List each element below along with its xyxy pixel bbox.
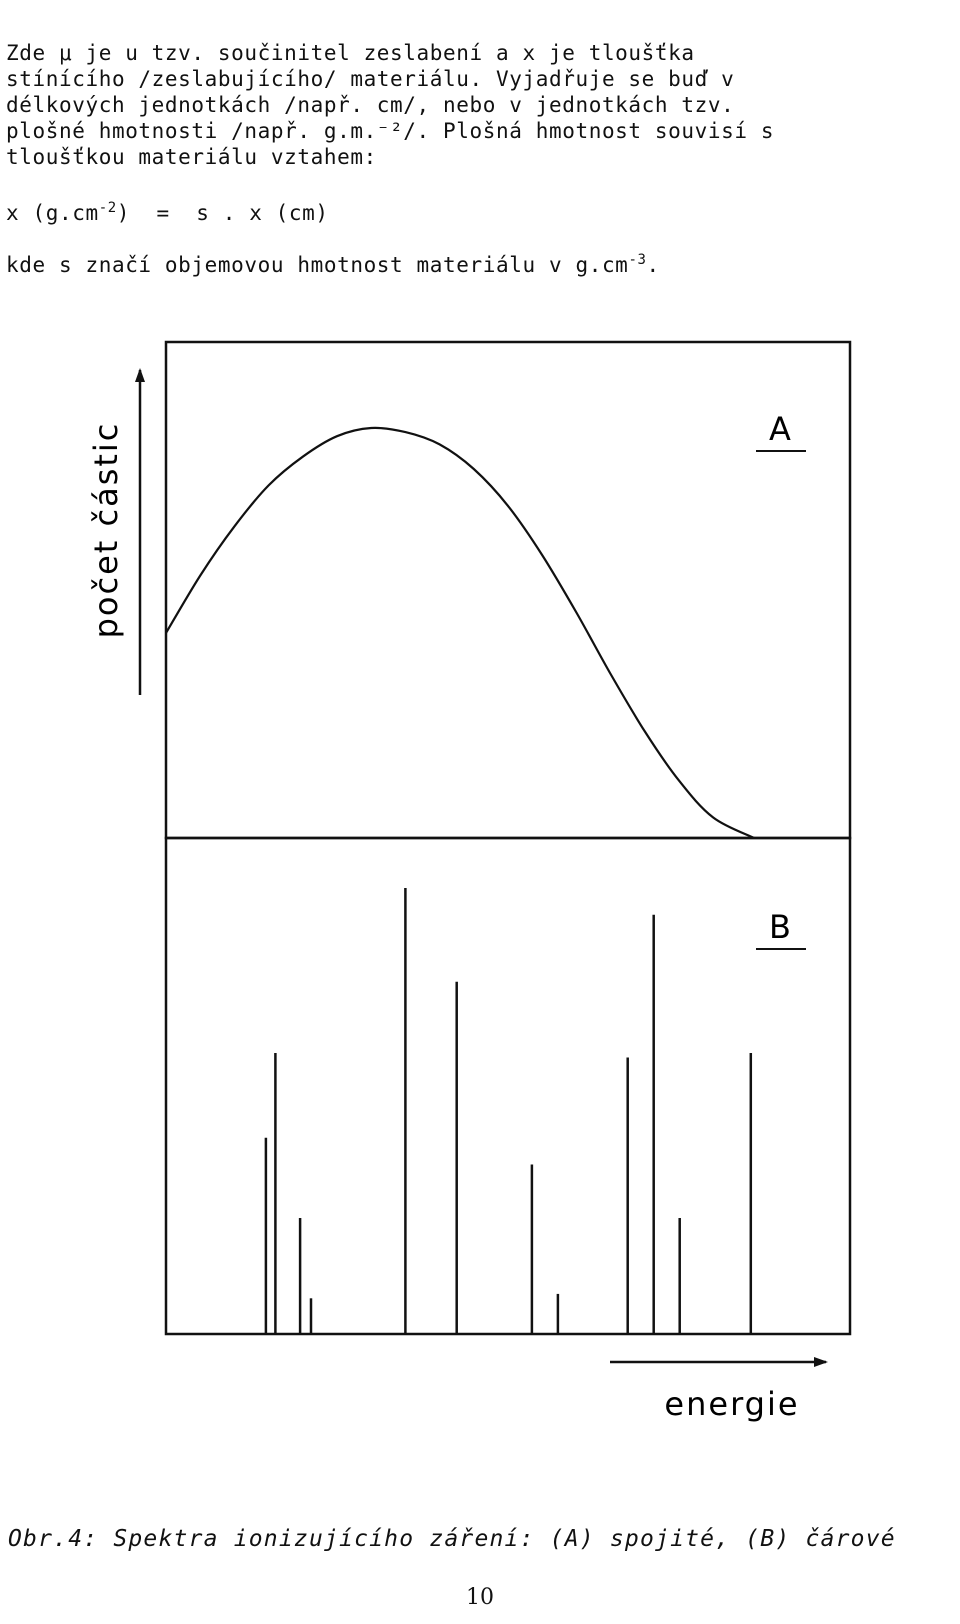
panel-b: B xyxy=(164,836,852,1336)
panel-b-frame xyxy=(164,836,852,1336)
x-axis-label: energie xyxy=(664,1385,799,1423)
text-line: plošné hmotnosti /např. g.m.⁻²/. Plošná … xyxy=(6,119,775,143)
intro-paragraph: Zde μ je u tzv. součinitel zeslabení a x… xyxy=(6,40,954,170)
page-number: 10 xyxy=(466,1585,494,1610)
second-para-main: kde s značí objemovou hmotnost materiálu… xyxy=(6,253,629,277)
text-line: tloušťkou materiálu vztahem: xyxy=(6,145,377,169)
continuous-spectrum-curve xyxy=(165,426,755,839)
second-para-end: . xyxy=(646,253,660,277)
panel-a-label: A xyxy=(769,410,791,448)
figure-caption: Obr.4: Spektra ionizujícího záření: (A) … xyxy=(8,1526,896,1552)
panel-b-label: B xyxy=(769,908,791,946)
text-line: délkových jednotkách /např. cm/, nebo v … xyxy=(6,93,735,117)
formula-right: ) = s . x (cm) xyxy=(116,201,329,225)
text-line: stínícího /zeslabujícího/ materiálu. Vyj… xyxy=(6,67,735,91)
panel-a-frame xyxy=(164,340,852,840)
second-paragraph: kde s značí objemovou hmotnost materiálu… xyxy=(6,252,660,277)
y-axis-label: počet částic xyxy=(87,422,125,639)
text-line: Zde μ je u tzv. součinitel zeslabení a x… xyxy=(6,41,695,65)
formula: x (g.cm-2) = s . x (cm) xyxy=(6,200,329,225)
formula-left: x (g.cm xyxy=(6,201,99,225)
formula-exponent: -2 xyxy=(98,200,117,216)
panel-a: A xyxy=(164,340,852,840)
second-para-exponent: -3 xyxy=(628,252,647,268)
